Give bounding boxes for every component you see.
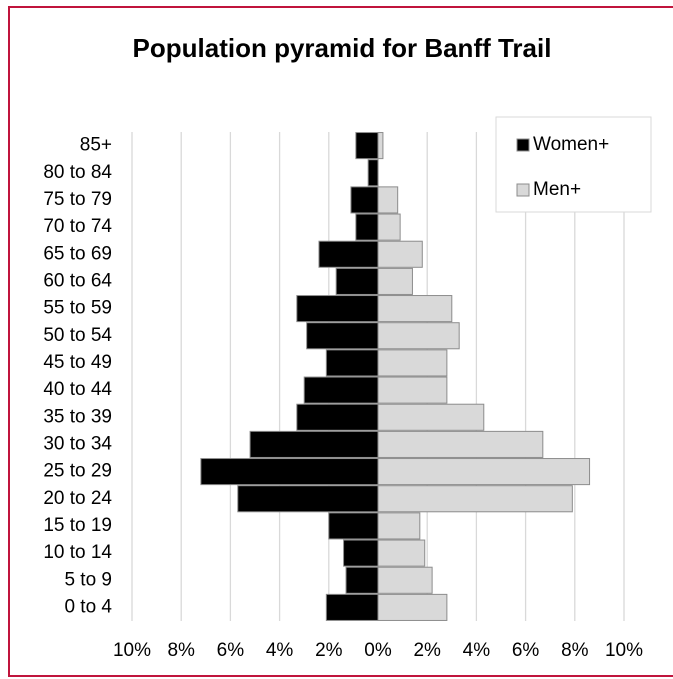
x-tick-label: 10%: [113, 640, 151, 661]
y-tick-label: 20 to 24: [43, 488, 112, 509]
bar: [303, 376, 379, 404]
y-tick-label: 55 to 59: [43, 298, 112, 319]
y-tick-label: 25 to 29: [43, 461, 112, 482]
x-tick-label: 6%: [217, 640, 245, 661]
y-tick-label: 75 to 79: [43, 189, 112, 210]
bar: [343, 539, 379, 567]
bar: [377, 593, 448, 621]
bar: [306, 322, 379, 350]
bar: [377, 376, 448, 404]
x-tick-label: 4%: [266, 640, 294, 661]
bars: [200, 132, 591, 621]
bar: [318, 240, 379, 268]
bar: [377, 240, 423, 268]
bar: [377, 512, 421, 540]
y-tick-label: 15 to 19: [43, 515, 112, 536]
y-tick-label: 40 to 44: [43, 379, 112, 400]
y-tick-label: 45 to 49: [43, 352, 112, 373]
y-tick-label: 5 to 9: [64, 569, 112, 590]
bar: [377, 403, 485, 431]
bar: [377, 566, 433, 594]
x-tick-label: 8%: [167, 640, 195, 661]
bar: [296, 295, 379, 323]
legend-swatch: [516, 138, 530, 152]
bar: [325, 349, 379, 377]
legend-label: Women+: [533, 134, 609, 155]
bar: [367, 159, 379, 187]
y-tick-label: 60 to 64: [43, 270, 112, 291]
bar: [377, 322, 460, 350]
bar: [237, 485, 379, 513]
bar: [200, 458, 379, 486]
legend-swatch: [516, 183, 530, 197]
y-tick-label: 35 to 39: [43, 406, 112, 427]
y-tick-label: 70 to 74: [43, 216, 112, 237]
legend: Women+ Men+: [495, 116, 652, 213]
bar: [377, 132, 384, 160]
bar: [350, 186, 379, 214]
bar: [377, 458, 591, 486]
bar: [377, 213, 401, 241]
bar: [377, 349, 448, 377]
legend-label: Men+: [533, 179, 581, 200]
bar: [377, 267, 413, 295]
bar: [377, 186, 399, 214]
x-tick-label: 10%: [605, 640, 643, 661]
chart-title: Population pyramid for Banff Trail: [133, 33, 552, 63]
bar: [355, 213, 379, 241]
labels: 10% 8% 6% 4% 2% 0% 2% 4% 6% 8% 10% 0 to 4 5 to 9 10 t…: [43, 135, 643, 661]
y-tick-label: 85+: [80, 135, 112, 156]
x-tick-label: 2%: [315, 640, 343, 661]
x-tick-label: 2%: [413, 640, 441, 661]
bar: [328, 512, 379, 540]
bar: [345, 566, 379, 594]
grid: [131, 132, 625, 621]
x-tick-label: 6%: [512, 640, 540, 661]
bar: [377, 430, 544, 458]
y-tick-label: 10 to 14: [43, 542, 112, 563]
bar: [377, 295, 453, 323]
bar: [377, 539, 426, 567]
y-tick-label: 80 to 84: [43, 162, 112, 183]
x-tick-label: 0%: [364, 640, 392, 661]
bar: [249, 430, 379, 458]
bar: [355, 132, 379, 160]
bar: [335, 267, 379, 295]
y-tick-label: 30 to 34: [43, 433, 112, 454]
bar: [296, 403, 379, 431]
y-tick-label: 50 to 54: [43, 325, 112, 346]
x-tick-label: 8%: [561, 640, 589, 661]
bar: [377, 485, 573, 513]
x-tick-label: 4%: [463, 640, 491, 661]
bar: [325, 593, 379, 621]
y-tick-label: 0 to 4: [64, 596, 112, 617]
y-tick-label: 65 to 69: [43, 243, 112, 264]
